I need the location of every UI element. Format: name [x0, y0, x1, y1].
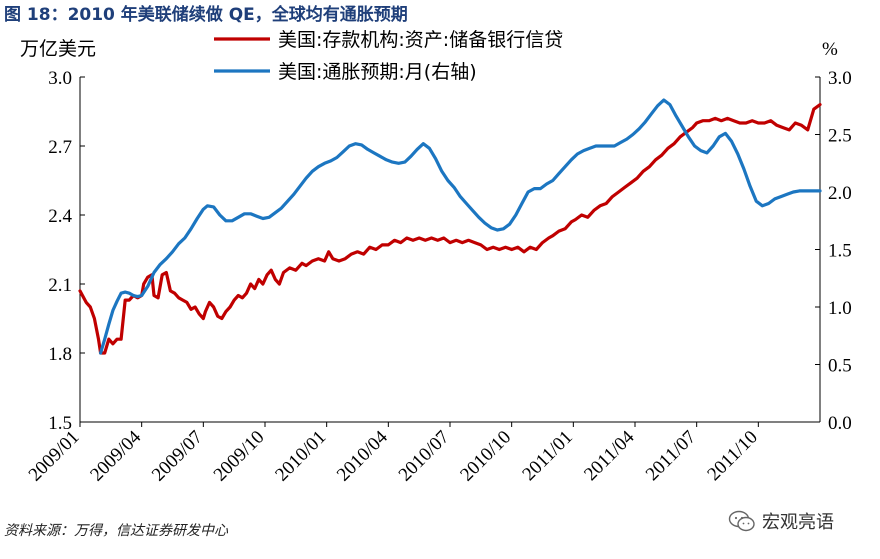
- right-tick-label: 2.5: [828, 126, 852, 147]
- right-tick-label: 0.5: [828, 356, 852, 377]
- right-tick-label: 2.0: [828, 183, 852, 204]
- figure-title: 图 18：2010 年美联储续做 QE，全球均有通胀预期: [4, 5, 408, 25]
- x-tick-label: 2009/04: [86, 426, 145, 485]
- left-tick-label: 1.5: [48, 413, 72, 434]
- x-tick-label: 2010/10: [456, 427, 515, 486]
- y-left-axis-label: 万亿美元: [20, 38, 96, 60]
- series-line-reserve-credit: [78, 102, 822, 355]
- x-tick-label: 2011/01: [518, 427, 576, 485]
- x-tick-label: 2009/07: [148, 427, 207, 486]
- left-tick-label: 3.0: [48, 68, 72, 89]
- x-tick-label: 2011/07: [642, 427, 700, 485]
- watermark: 宏观亮语: [728, 506, 834, 536]
- left-tick-label: 2.7: [48, 137, 72, 158]
- wechat-logo-icon: [728, 510, 755, 532]
- x-tick-label: 2011/04: [580, 426, 639, 485]
- x-tick-label: 2011/10: [703, 427, 761, 485]
- x-tick-label: 2010/07: [395, 427, 454, 486]
- chart-series: [78, 98, 822, 355]
- x-tick-label: 2010/04: [333, 426, 392, 485]
- source-note: 资料来源：万得，信达证券研发中心: [4, 523, 228, 539]
- right-tick-label: 3.0: [828, 68, 852, 89]
- legend-label: 美国:存款机构:资产:储备银行信贷: [278, 29, 563, 51]
- legend-label: 美国:通胀预期:月(右轴): [278, 61, 477, 83]
- y-right-axis-label: %: [822, 39, 838, 60]
- right-tick-label: 1.0: [828, 298, 852, 319]
- left-tick-label: 1.8: [48, 344, 72, 365]
- right-tick-label: 0.0: [828, 413, 852, 434]
- left-tick-label: 2.4: [48, 206, 72, 227]
- x-tick-label: 2009/10: [210, 427, 269, 486]
- x-tick-label: 2009/01: [25, 427, 84, 486]
- series-line-inflation-expectation: [98, 98, 822, 355]
- chart-axes: 1.5 1.8 2.1 2.4 2.7 3.0 0.0 0.5 1.0 1.5 2.0 2.5 3.0 万…: [20, 38, 852, 486]
- left-tick-label: 2.1: [48, 275, 72, 296]
- x-tick-label: 2010/01: [271, 427, 330, 486]
- watermark-text: 宏观亮语: [762, 512, 834, 533]
- right-tick-label: 1.5: [828, 241, 852, 262]
